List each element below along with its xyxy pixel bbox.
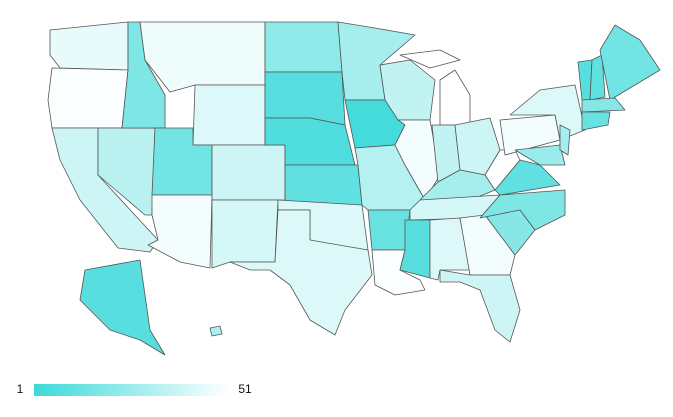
region xyxy=(559,124,571,156)
region xyxy=(514,144,566,166)
region xyxy=(581,97,626,113)
legend-gradient xyxy=(34,384,230,396)
region xyxy=(284,164,363,206)
region xyxy=(49,21,129,71)
region xyxy=(79,259,166,356)
region xyxy=(459,214,516,276)
regions xyxy=(47,21,661,356)
region xyxy=(581,111,611,131)
region xyxy=(192,84,266,146)
region xyxy=(439,69,471,126)
region xyxy=(399,49,461,69)
region xyxy=(484,149,521,191)
region xyxy=(599,24,661,101)
region xyxy=(139,21,266,93)
region xyxy=(589,54,606,101)
region xyxy=(211,144,286,201)
region xyxy=(394,119,441,201)
region xyxy=(47,67,129,129)
region xyxy=(209,325,223,337)
region xyxy=(229,209,373,336)
region xyxy=(264,71,346,126)
region xyxy=(264,21,343,73)
legend-min: 1 xyxy=(17,382,24,396)
legend-max: 51 xyxy=(238,382,252,396)
region xyxy=(509,84,586,141)
region xyxy=(211,199,279,269)
region xyxy=(439,269,521,343)
region xyxy=(147,194,213,269)
region xyxy=(367,209,411,251)
region xyxy=(399,219,431,279)
